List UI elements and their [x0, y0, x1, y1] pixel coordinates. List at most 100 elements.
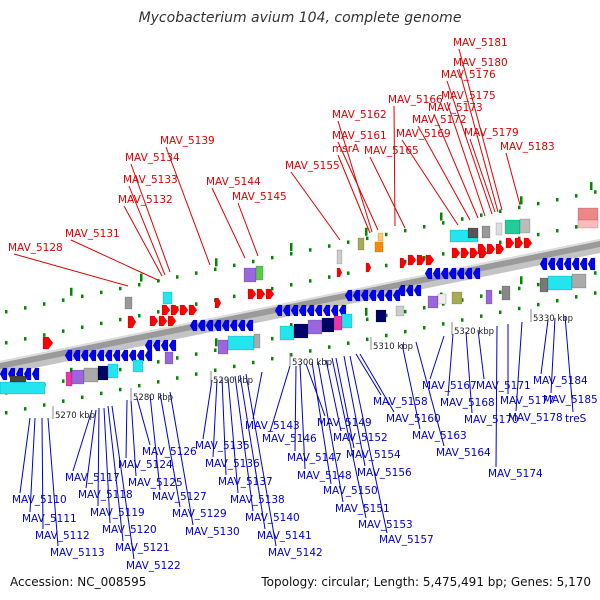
reverse-gene-arrow [168, 339, 177, 352]
leader-line [417, 125, 471, 221]
gene-label-reverse[interactable]: MAV_5121 [115, 542, 170, 554]
gene-label-forward[interactable]: MAV_5134 [125, 152, 180, 164]
gene-label-reverse[interactable]: MAV_5149 [317, 417, 372, 429]
gene-label-reverse[interactable]: MAV_5163 [412, 430, 467, 442]
gene-label-forward[interactable]: msrA [332, 143, 360, 155]
gene-label-reverse[interactable]: MAV_5141 [257, 530, 312, 542]
scale-tick-major [440, 212, 443, 221]
gene-label-reverse[interactable]: MAV_5168 [440, 397, 495, 409]
gene-label-reverse[interactable]: MAV_5140 [245, 512, 300, 524]
gene-label-reverse[interactable]: MAV_5153 [358, 519, 413, 531]
gene-box [427, 295, 439, 309]
gene-label-forward[interactable]: MAV_5133 [123, 174, 178, 186]
gene-label-reverse[interactable]: MAV_5170 [464, 414, 519, 426]
gene-label-forward[interactable]: MAV_5161 [332, 130, 387, 142]
gene-label-reverse[interactable]: MAV_5142 [268, 547, 323, 559]
gene-label-reverse[interactable]: MAV_5118 [78, 489, 133, 501]
gene-label-reverse[interactable]: MAV_5113 [50, 547, 105, 559]
gene-label-reverse[interactable]: MAV_5147 [287, 452, 342, 464]
gene-label-reverse[interactable]: MAV_5110 [12, 494, 67, 506]
gene-label-reverse[interactable]: MAV_5127 [152, 491, 207, 503]
gene-label-reverse[interactable]: MAV_5164 [436, 447, 491, 459]
scale-tick [499, 290, 502, 295]
gene-label-reverse[interactable]: MAV_5122 [126, 560, 181, 572]
gene-label-forward[interactable]: MAV_5172 [412, 114, 467, 126]
gene-label-forward[interactable]: MAV_5162 [332, 109, 387, 121]
gene-box [395, 305, 405, 317]
gene-label-forward[interactable]: MAV_5176 [441, 69, 496, 81]
gene-label-reverse[interactable]: MAV_5148 [297, 470, 352, 482]
gene-label-reverse[interactable]: MAV_5150 [323, 485, 378, 497]
gene-label-reverse[interactable]: MAV_5154 [346, 449, 401, 461]
gene-label-forward[interactable]: MAV_5169 [396, 128, 451, 140]
gene-label-reverse[interactable]: MAV_5152 [333, 432, 388, 444]
gene-label-reverse[interactable]: MAV_5135 [195, 440, 250, 452]
reverse-gene-arrow [136, 349, 145, 362]
reverse-gene-arrow [152, 339, 161, 352]
gene-label-reverse[interactable]: MAV_5124 [118, 459, 173, 471]
gene-label-forward[interactable]: MAV_5128 [8, 242, 63, 254]
gene-label-reverse[interactable]: MAV_5171 [476, 380, 531, 392]
reverse-gene-arrow [330, 304, 339, 317]
gene-label-reverse[interactable]: MAV_5185 [543, 394, 598, 406]
gene-label-forward[interactable]: MAV_5145 [232, 191, 287, 203]
leader-line [41, 417, 44, 530]
gene-label-forward[interactable]: MAV_5155 [285, 160, 340, 172]
gene-label-forward[interactable]: MAV_5175 [441, 90, 496, 102]
gene-label-reverse[interactable]: MAV_5126 [142, 446, 197, 458]
gene-label-reverse[interactable]: treS [565, 413, 587, 425]
gene-label-reverse[interactable]: MAV_5117 [65, 472, 120, 484]
gene-label-reverse[interactable]: MAV_5177 [500, 395, 555, 407]
gene-label-reverse[interactable]: MAV_5112 [35, 530, 90, 542]
gene-label-forward[interactable]: MAV_5179 [464, 127, 519, 139]
gene-label-reverse[interactable]: MAV_5157 [379, 534, 434, 546]
leader-line [415, 341, 445, 447]
leader-line [540, 319, 549, 375]
gene-label-reverse[interactable]: MAV_5184 [533, 375, 588, 387]
gene-label-reverse[interactable]: MAV_5160 [386, 413, 441, 425]
leader-line [72, 409, 93, 472]
gene-label-forward[interactable]: MAV_5180 [453, 57, 508, 69]
gene-label-reverse[interactable]: MAV_5146 [262, 433, 317, 445]
leader-line [97, 407, 100, 507]
gene-box [374, 241, 384, 253]
gene-label-forward[interactable]: MAV_5165 [364, 145, 419, 157]
gene-label-reverse[interactable]: MAV_5151 [335, 503, 390, 515]
gene-label-forward[interactable]: MAV_5131 [65, 228, 120, 240]
gene-label-reverse[interactable]: MAV_5174 [488, 468, 543, 480]
scale-tick [5, 410, 8, 415]
gene-box [255, 265, 264, 281]
gene-label-reverse[interactable]: MAV_5138 [230, 494, 285, 506]
scale-tick [271, 336, 274, 341]
gene-label-reverse[interactable]: MAV_5158 [373, 396, 428, 408]
gene-label-forward[interactable]: MAV_5139 [160, 135, 215, 147]
gene-label-reverse[interactable]: MAV_5167 [422, 380, 477, 392]
scale-tick [537, 232, 540, 237]
gene-label-forward[interactable]: MAV_5173 [428, 102, 483, 114]
gene-label-reverse[interactable]: MAV_5130 [185, 526, 240, 538]
leader-line [331, 357, 367, 519]
gene-label-forward[interactable]: MAV_5132 [118, 194, 173, 206]
gene-label-forward[interactable]: MAV_5144 [206, 176, 261, 188]
gene-label-reverse[interactable]: MAV_5129 [172, 508, 227, 520]
forward-gene-arrow [214, 297, 222, 309]
gene-label-forward[interactable]: MAV_5183 [500, 141, 555, 153]
gene-label-reverse[interactable]: MAV_5111 [22, 513, 77, 525]
scale-tick [100, 391, 103, 396]
gene-label-forward[interactable]: MAV_5181 [453, 37, 508, 49]
gene-label-reverse[interactable]: MAV_5119 [90, 507, 145, 519]
gene-label-forward[interactable]: MAV_5166 [388, 94, 443, 106]
gene-label-reverse[interactable]: MAV_5120 [102, 524, 157, 536]
gene-label-reverse[interactable]: MAV_5156 [357, 467, 412, 479]
reverse-gene-arrow [290, 304, 299, 317]
gene-box [243, 267, 257, 283]
forward-gene-arrow [158, 315, 168, 327]
gene-label-reverse[interactable]: MAV_5137 [218, 476, 273, 488]
gene-box [293, 323, 309, 339]
reverse-gene-arrow [392, 289, 401, 302]
gene-label-reverse[interactable]: MAV_5125 [128, 477, 183, 489]
gene-label-reverse[interactable]: MAV_5178 [508, 412, 563, 424]
gene-label-reverse[interactable]: MAV_5136 [205, 458, 260, 470]
gene-label-reverse[interactable]: MAV_5143 [245, 420, 300, 432]
scale-tick [518, 286, 521, 291]
